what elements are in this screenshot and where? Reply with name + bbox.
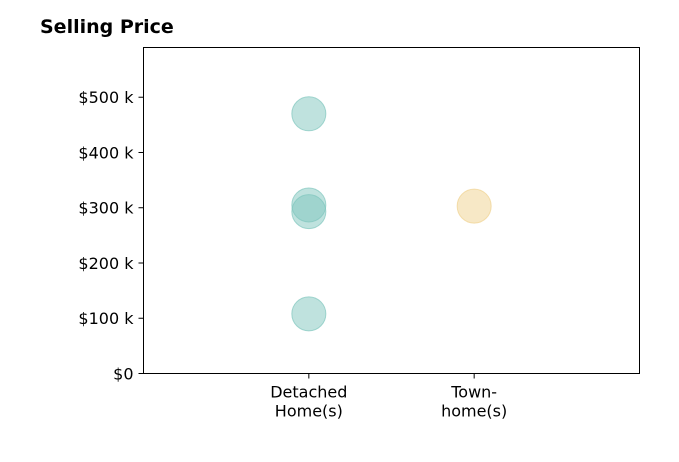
x-tick-label: Town-home(s) (441, 383, 507, 421)
data-points (291, 96, 492, 332)
chart-title: Selling Price (40, 16, 174, 38)
x-tick-label: Detached Home(s) (270, 383, 347, 421)
y-tick-label: $100 k (78, 309, 134, 328)
y-tick-label: $500 k (78, 88, 134, 107)
data-point (291, 194, 327, 230)
data-point (291, 96, 327, 132)
x-axis: Detached Home(s) Town-home(s) (270, 373, 507, 421)
plot-frame (143, 47, 640, 374)
data-point (291, 296, 327, 332)
y-axis: $0 $100 k $200 k $300 k $400 k $500 k (78, 88, 144, 384)
y-tick-label: $200 k (78, 254, 134, 273)
data-point (456, 188, 492, 224)
y-tick-label: $300 k (78, 199, 134, 218)
y-tick-label: $0 (113, 365, 133, 384)
y-tick-label: $400 k (78, 143, 134, 162)
